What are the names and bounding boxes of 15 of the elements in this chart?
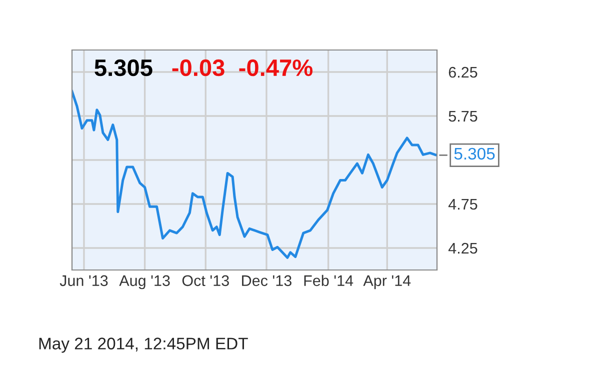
line-series — [72, 90, 437, 259]
x-tick-label: Feb '14 — [304, 274, 354, 286]
y-tick-label: 4.25 — [448, 242, 478, 254]
y-tick-label: 6.25 — [448, 66, 478, 78]
x-tick-label: Aug '13 — [119, 275, 170, 290]
annotation: 5.305 — [454, 148, 495, 160]
x-tick-label: Jun '13 — [60, 275, 108, 286]
y-tick-label: 5.75 — [448, 111, 478, 122]
x-tick-label: Apr '14 — [363, 275, 411, 290]
x-tick-label: Oct '13 — [182, 275, 229, 286]
text: May 21 2014, 12:45PM EDT — [39, 338, 248, 353]
chart-title: 5.305 — [94, 59, 152, 76]
chart-subtitle: -0.03 -0.47% — [172, 59, 313, 76]
y-tick-label: 4.75 — [448, 199, 478, 210]
x-tick-label: Dec '13 — [242, 275, 292, 286]
